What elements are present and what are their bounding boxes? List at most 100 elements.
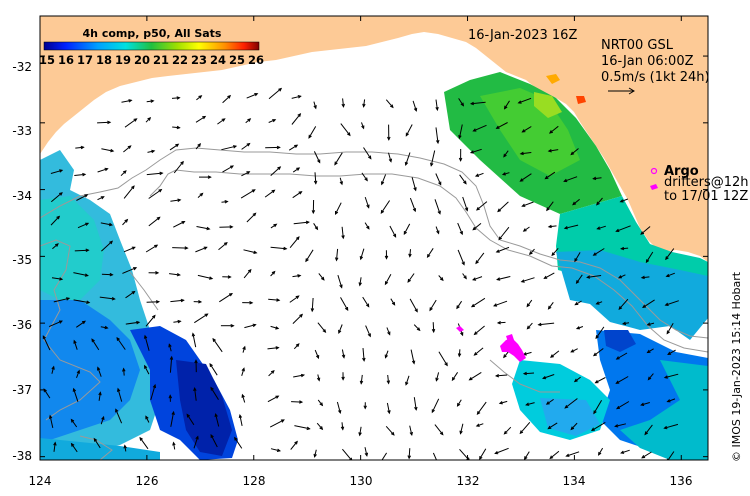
current-arrowhead-icon [575, 326, 581, 330]
colorbar-label: 24 [210, 53, 226, 67]
current-arrowhead-icon [519, 151, 524, 156]
current-arrowhead-icon [647, 376, 652, 381]
current-arrowhead-icon [313, 180, 318, 185]
current-arrowhead-icon [85, 248, 90, 253]
current-arrow-icon [124, 118, 137, 128]
current-arrow-icon [289, 236, 300, 249]
current-arrowhead-icon [159, 171, 164, 176]
current-arrowhead-icon [366, 225, 370, 230]
current-arrow-icon [435, 127, 439, 144]
current-arrowhead-icon [590, 427, 595, 431]
current-arrowhead-icon [572, 201, 577, 206]
current-arrowhead-icon [252, 212, 257, 217]
current-arrow-icon [173, 161, 184, 174]
current-arrow-icon [385, 99, 394, 108]
current-arrow-icon [645, 251, 654, 263]
current-arrow-icon [97, 367, 102, 377]
current-arrowhead-icon [127, 145, 132, 149]
current-arrowhead-icon [212, 337, 216, 342]
current-arrowhead-icon [277, 166, 282, 170]
current-arrowhead-icon [457, 353, 462, 358]
current-arrowhead-icon [296, 167, 301, 171]
current-arrow-icon [666, 272, 675, 277]
current-arrowhead-icon [564, 404, 569, 409]
current-arrowhead-icon [619, 199, 624, 203]
current-arrowhead-icon [547, 224, 552, 229]
current-arrowhead-icon [150, 99, 155, 103]
current-arrow-icon [335, 202, 342, 215]
current-arrow-icon [435, 372, 440, 381]
current-arrowhead-icon [592, 352, 597, 357]
current-arrow-icon [411, 177, 417, 191]
current-arrow-icon [410, 349, 415, 364]
current-arrowhead-icon [407, 455, 412, 460]
current-arrow-icon [522, 201, 534, 207]
current-arrowhead-icon [297, 274, 302, 278]
current-arrowhead-icon [430, 162, 434, 167]
current-arrowhead-icon [247, 118, 252, 122]
current-arrow-icon [144, 335, 150, 351]
current-arrow-icon [101, 148, 114, 152]
current-arrow-icon [570, 148, 579, 155]
current-arrow-icon [407, 273, 415, 283]
current-arrow-icon [409, 197, 416, 212]
current-arrow-icon [341, 349, 345, 358]
current-arrowhead-icon [594, 379, 599, 384]
current-arrowhead-icon [667, 351, 672, 355]
current-arrow-icon [337, 274, 343, 288]
current-arrowhead-icon [254, 93, 259, 97]
current-arrowhead-icon [198, 300, 203, 304]
current-arrow-icon [122, 219, 128, 226]
current-arrow-icon [457, 249, 465, 265]
current-arrowhead-icon [617, 275, 622, 279]
current-arrow-icon [70, 419, 78, 428]
current-arrowhead-icon [246, 171, 251, 175]
current-arrowhead-icon [392, 233, 397, 238]
current-arrow-icon [364, 196, 370, 208]
current-arrow-icon [316, 422, 323, 430]
current-arrowhead-icon [359, 380, 364, 385]
current-arrowhead-icon [143, 334, 148, 339]
argo-label: Argo [664, 164, 699, 179]
current-arrow-icon [222, 95, 231, 104]
current-arrowhead-icon [384, 255, 389, 260]
current-arrowhead-icon [152, 383, 157, 389]
current-arrowhead-icon [294, 440, 298, 445]
current-arrowhead-icon [493, 303, 498, 307]
current-arrow-icon [596, 197, 603, 206]
current-arrowhead-icon [70, 442, 75, 447]
current-arrow-icon [458, 124, 463, 139]
current-arrowhead-icon [495, 249, 500, 253]
current-arrowhead-icon [460, 102, 465, 107]
current-arrowhead-icon [177, 319, 182, 324]
current-arrowhead-icon [444, 362, 448, 367]
current-arrowhead-icon [436, 230, 440, 235]
current-arrow-icon [98, 392, 101, 401]
current-arrow-icon [388, 152, 392, 162]
current-arrowhead-icon [413, 187, 417, 192]
current-arrowhead-icon [270, 370, 275, 374]
current-arrow-icon [538, 322, 555, 326]
current-arrowhead-icon [363, 405, 367, 410]
current-arrowhead-icon [426, 254, 431, 258]
current-arrowhead-icon [458, 134, 462, 140]
current-arrow-icon [267, 395, 279, 403]
current-arrowhead-icon [472, 277, 477, 281]
current-arrowhead-icon [251, 189, 256, 193]
current-arrow-icon [497, 276, 511, 281]
current-arrowhead-icon [615, 405, 621, 410]
current-arrowhead-icon [439, 431, 444, 436]
current-arrowhead-icon [641, 455, 646, 459]
current-arrowhead-icon [526, 325, 531, 330]
current-arrow-icon [472, 223, 482, 231]
current-arrow-icon [521, 277, 535, 283]
current-arrow-icon [459, 174, 467, 184]
current-arrowhead-icon [362, 103, 366, 108]
current-arrowhead-icon [413, 107, 418, 112]
current-arrowhead-icon [93, 437, 98, 442]
current-arrow-icon [97, 168, 108, 173]
current-arrow-icon [593, 348, 604, 356]
y-tick-36: -36 [12, 318, 32, 332]
current-arrowhead-icon [229, 225, 234, 229]
current-arrowhead-icon [176, 96, 181, 100]
